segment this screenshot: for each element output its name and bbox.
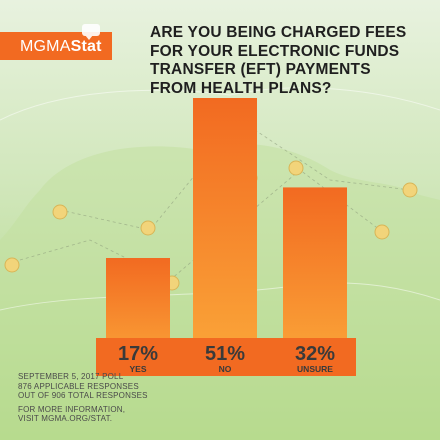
logo-bold: Stat [70,38,102,55]
value-label: 51% [205,343,245,365]
title-line: FOR YOUR ELECTRONIC FUNDS [150,42,400,60]
footnote-line: 876 APPLICABLE RESPONSES [18,381,139,391]
footnote-line: SEPTEMBER 5, 2017 POLL [18,372,124,381]
footnote-line: VISIT MGMA.ORG/STAT. [18,414,113,423]
logo-main: MGMA [20,38,71,55]
bar-no [193,98,257,374]
title-line: ARE YOU BEING CHARGED FEES [150,24,407,41]
chart-title: ARE YOU BEING CHARGED FEES FOR YOUR ELEC… [150,24,430,98]
footnote: SEPTEMBER 5, 2017 POLL 876 APPLICABLE RE… [18,372,218,424]
category-label: NO [219,364,232,374]
category-label: UNSURE [297,364,333,374]
value-label-band [96,338,356,376]
value-label: 17% [118,343,158,365]
brand-logo: MGMAStat [20,38,102,56]
logo-banner [0,32,112,60]
category-label: YES [129,364,146,374]
footnote-line: OUT OF 906 TOTAL RESPONSES [18,391,148,400]
value-label: 32% [295,343,335,365]
chat-bubble-icon [82,24,100,40]
footnote-line: FOR MORE INFORMATION, [18,404,126,414]
title-line: TRANSFER (EFT) PAYMENTS [150,61,371,78]
title-line: FROM HEALTH PLANS? [150,79,332,97]
